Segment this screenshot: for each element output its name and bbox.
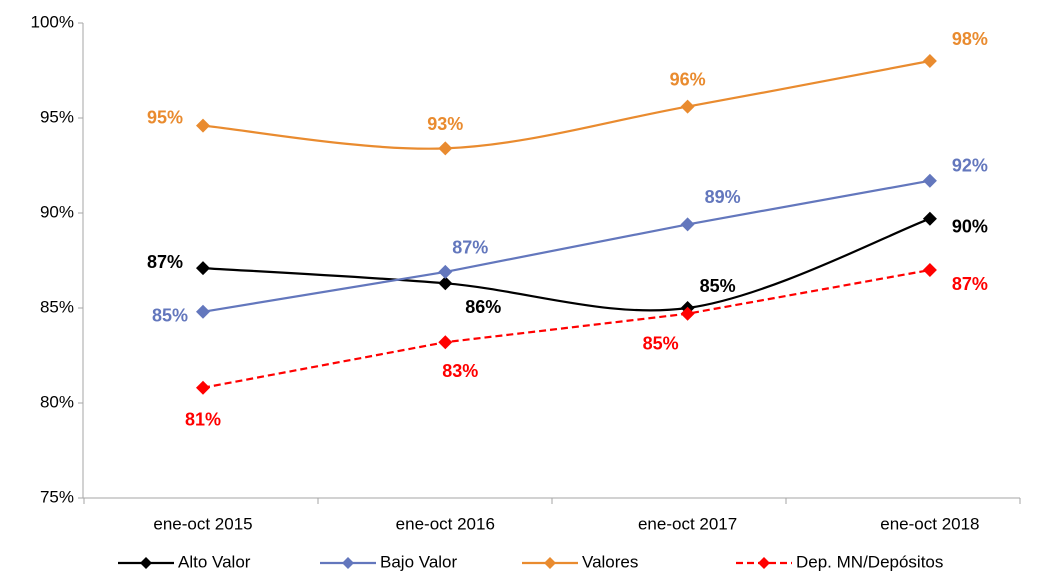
point-marker [438,335,453,350]
series-line [202,217,931,312]
series-line [202,59,931,150]
data-label: 87% [147,252,183,272]
point-marker [680,217,695,232]
point-marker [680,306,695,321]
legend-marker [758,557,770,569]
data-label: 95% [147,107,183,127]
data-label: 86% [465,297,501,317]
point-marker [922,263,937,277]
series-line [202,179,931,313]
x-tick-label: ene-oct 2016 [396,514,495,533]
y-tick-label: 90% [40,202,74,221]
data-label: 87% [452,238,488,258]
legend-marker [342,557,354,569]
y-tick-label: 80% [40,392,74,411]
point-marker [196,304,210,319]
x-tick-label: ene-oct 2017 [638,514,737,533]
point-marker [438,264,453,279]
y-tick-label: 95% [40,107,74,126]
point-marker [922,211,937,226]
data-label: 81% [185,410,221,430]
point-marker [196,380,210,395]
data-label: 98% [952,29,988,49]
data-label: 90% [952,216,988,236]
data-label: 87% [952,274,988,294]
legend-label: Alto Valor [178,552,251,571]
y-tick-label: 75% [40,487,74,506]
data-label: 93% [427,114,463,134]
point-marker [438,276,453,291]
legend-marker [544,557,556,569]
data-label: 85% [700,276,736,296]
point-marker [196,261,210,276]
legend-label: Dep. MN/Depósitos [796,552,943,571]
x-tick-label: ene-oct 2015 [153,514,252,533]
y-tick-label: 85% [40,297,74,316]
point-marker [196,118,210,133]
point-marker [438,141,453,156]
point-marker [922,173,937,188]
x-tick-label: ene-oct 2018 [880,514,979,533]
legend-label: Bajo Valor [380,552,458,571]
data-label: 89% [705,187,741,207]
data-label: 85% [152,306,188,326]
legend-marker [140,557,152,569]
y-tick-label: 100% [31,12,74,31]
data-label: 96% [670,69,706,89]
data-label: 85% [643,333,679,353]
data-label: 92% [952,155,988,175]
legend-label: Valores [582,552,638,571]
data-label: 83% [442,361,478,381]
series-line [202,268,931,389]
point-marker [680,99,695,114]
point-marker [922,54,937,68]
